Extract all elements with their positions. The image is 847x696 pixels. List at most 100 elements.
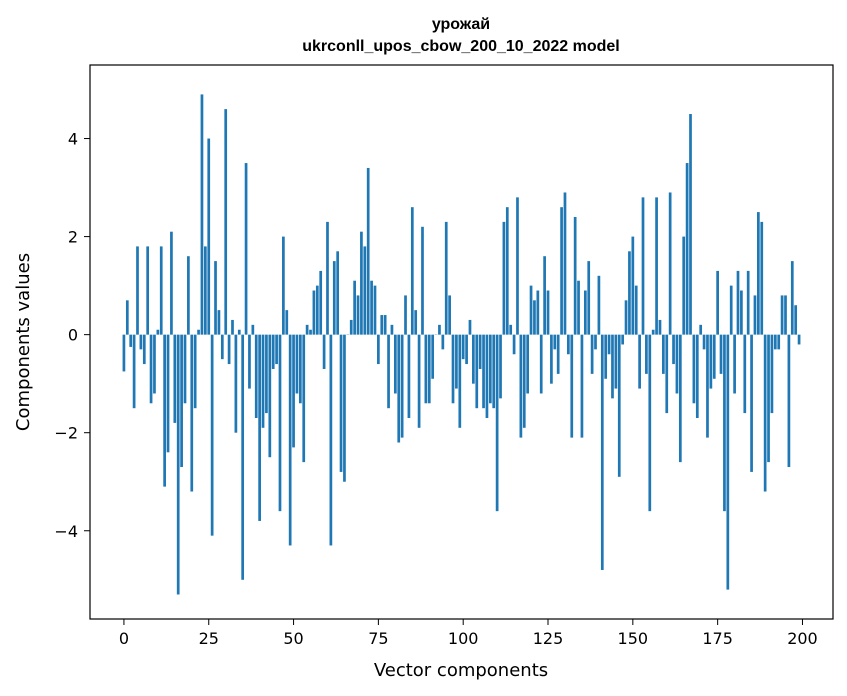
- bar: [339, 334, 343, 472]
- bar: [156, 329, 160, 335]
- bar: [648, 334, 652, 512]
- chart-title: урожай: [432, 16, 490, 33]
- bar: [193, 334, 197, 409]
- bar: [309, 329, 312, 335]
- y-axis-label: Components values: [13, 253, 34, 431]
- bar: [129, 334, 133, 347]
- bar: [444, 221, 448, 335]
- bar: [760, 221, 764, 335]
- bar: [478, 334, 482, 369]
- bar: [302, 334, 306, 463]
- bar: [265, 334, 268, 414]
- bar: [709, 334, 713, 389]
- bar: [655, 197, 658, 335]
- bar: [136, 246, 139, 335]
- bar: [563, 192, 567, 335]
- y-tick-label: −2: [54, 424, 78, 443]
- bar: [645, 334, 648, 374]
- bar: [509, 324, 513, 335]
- bar: [349, 319, 353, 335]
- bar: [773, 334, 777, 350]
- bar: [556, 334, 560, 374]
- bar: [726, 334, 730, 590]
- bar: [767, 334, 770, 463]
- bar: [628, 251, 631, 335]
- bar: [424, 334, 428, 404]
- bar: [600, 334, 604, 570]
- bar: [244, 163, 248, 335]
- bar: [678, 334, 682, 463]
- bar: [332, 261, 336, 335]
- bar: [529, 285, 533, 335]
- bar: [583, 290, 587, 335]
- bar: [757, 212, 760, 335]
- bar: [550, 334, 553, 384]
- bar: [180, 334, 183, 468]
- bar: [675, 334, 679, 394]
- bar: [241, 334, 245, 580]
- bar: [607, 334, 611, 355]
- bar: [417, 334, 421, 428]
- bar: [173, 334, 177, 423]
- x-axis-ticks: 0 25 50 75 100 125 150 175 200: [119, 619, 818, 648]
- bar: [512, 334, 516, 355]
- bar: [292, 334, 295, 448]
- bar: [702, 334, 706, 350]
- bar: [729, 285, 733, 335]
- bar: [712, 334, 716, 379]
- x-tick-label: 200: [787, 629, 818, 648]
- bar: [251, 324, 255, 335]
- bar: [390, 324, 394, 335]
- bar: [187, 256, 190, 335]
- bar: [142, 334, 146, 365]
- bar: [543, 256, 546, 335]
- bar: [553, 334, 557, 350]
- bar: [329, 334, 333, 546]
- bar: [295, 334, 299, 394]
- bar: [326, 221, 329, 335]
- bar: [546, 290, 550, 335]
- bar: [794, 305, 798, 335]
- bars-group: [122, 94, 801, 595]
- bar: [777, 334, 781, 350]
- bar: [668, 192, 672, 335]
- bar: [539, 334, 543, 394]
- bar: [750, 334, 753, 472]
- bar: [522, 334, 526, 428]
- bar: [567, 334, 570, 355]
- bar: [577, 280, 580, 335]
- bar: [743, 334, 747, 414]
- bar: [692, 334, 696, 404]
- bar: [159, 246, 163, 335]
- x-tick-label: 100: [448, 629, 479, 648]
- bar: [597, 275, 601, 335]
- bar: [237, 329, 241, 335]
- bar: [631, 236, 635, 335]
- bar: [203, 246, 207, 335]
- bar: [285, 310, 289, 335]
- bar: [400, 334, 404, 438]
- bar: [197, 329, 200, 335]
- bar: [695, 334, 699, 418]
- bar: [404, 295, 407, 335]
- bar: [488, 334, 492, 404]
- bar: [560, 207, 563, 335]
- bar: [210, 334, 214, 536]
- bar: [733, 334, 736, 394]
- bar: [282, 236, 285, 335]
- bar: [343, 334, 346, 482]
- bar: [492, 334, 496, 409]
- bar: [770, 334, 774, 414]
- bar: [278, 334, 282, 512]
- bar: [441, 334, 445, 350]
- bar: [455, 334, 458, 389]
- bar: [784, 295, 787, 335]
- bar: [787, 334, 791, 468]
- bar: [183, 334, 187, 404]
- bar: [580, 334, 584, 438]
- x-tick-label: 0: [119, 629, 129, 648]
- bar: [353, 280, 356, 335]
- y-tick-label: 2: [68, 228, 78, 247]
- bar: [170, 231, 173, 335]
